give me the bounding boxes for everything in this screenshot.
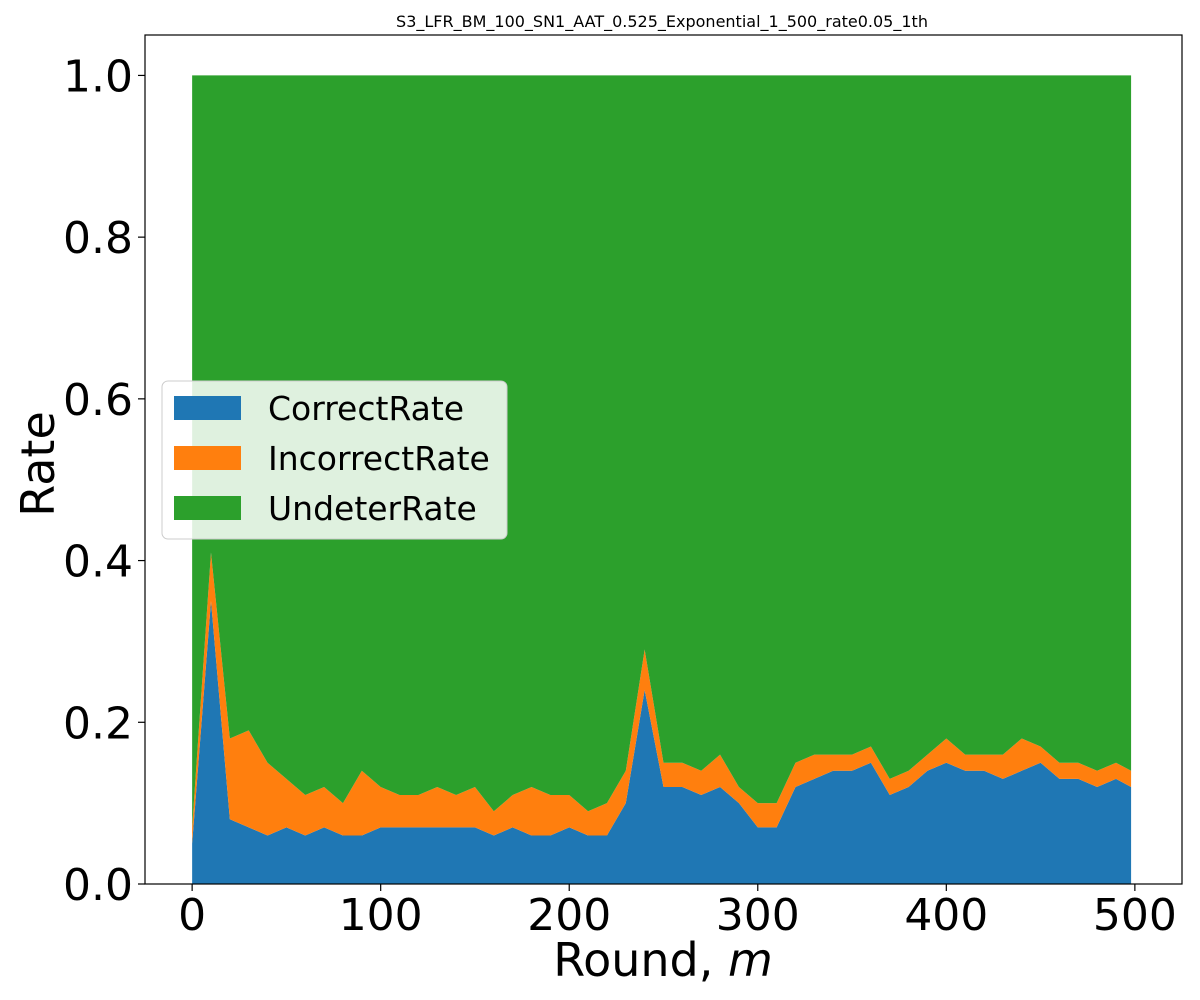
x-tick-label: 100 bbox=[339, 890, 423, 941]
area-series-group bbox=[192, 75, 1132, 884]
y-tick-label: 0.8 bbox=[63, 213, 133, 264]
y-axis-ticks: 0.0 0.2 0.4 0.6 0.8 1.0 bbox=[63, 51, 145, 911]
x-tick-label: 200 bbox=[527, 890, 611, 941]
y-tick-label: 0.0 bbox=[63, 860, 133, 911]
y-tick-label: 1.0 bbox=[63, 51, 133, 102]
legend-label-undeterrate: UndeterRate bbox=[268, 489, 477, 528]
x-axis-label-variable: m bbox=[728, 933, 773, 987]
x-tick-label: 300 bbox=[716, 890, 800, 941]
legend: CorrectRate IncorrectRate UndeterRate bbox=[161, 380, 508, 540]
x-axis-ticks: 0 100 200 300 400 500 bbox=[178, 884, 1177, 941]
x-axis-label: Round, m bbox=[553, 933, 773, 987]
area-undeterrate bbox=[192, 75, 1132, 828]
area-incorrectrate bbox=[192, 552, 1132, 844]
area-correctrate bbox=[192, 601, 1132, 884]
legend-swatch-correctrate bbox=[174, 396, 241, 420]
y-tick-label: 0.2 bbox=[63, 698, 133, 749]
x-tick-label: 0 bbox=[178, 890, 206, 941]
x-tick-label: 500 bbox=[1093, 890, 1177, 941]
legend-box bbox=[161, 380, 508, 540]
x-axis-label-text: Round, bbox=[553, 933, 728, 987]
plot-frame bbox=[144, 34, 1183, 885]
legend-label-incorrectrate: IncorrectRate bbox=[268, 439, 490, 478]
y-axis-label: Rate bbox=[11, 411, 65, 516]
legend-label-correctrate: CorrectRate bbox=[268, 389, 464, 428]
y-tick-label: 0.4 bbox=[63, 537, 133, 588]
legend-swatch-undeterrate bbox=[174, 496, 241, 520]
x-tick-label: 400 bbox=[904, 890, 988, 941]
legend-swatch-incorrectrate bbox=[174, 446, 241, 470]
chart-title: S3_LFR_BM_100_SN1_AAT_0.525_Exponential_… bbox=[396, 12, 928, 32]
y-tick-label: 0.6 bbox=[63, 375, 133, 426]
